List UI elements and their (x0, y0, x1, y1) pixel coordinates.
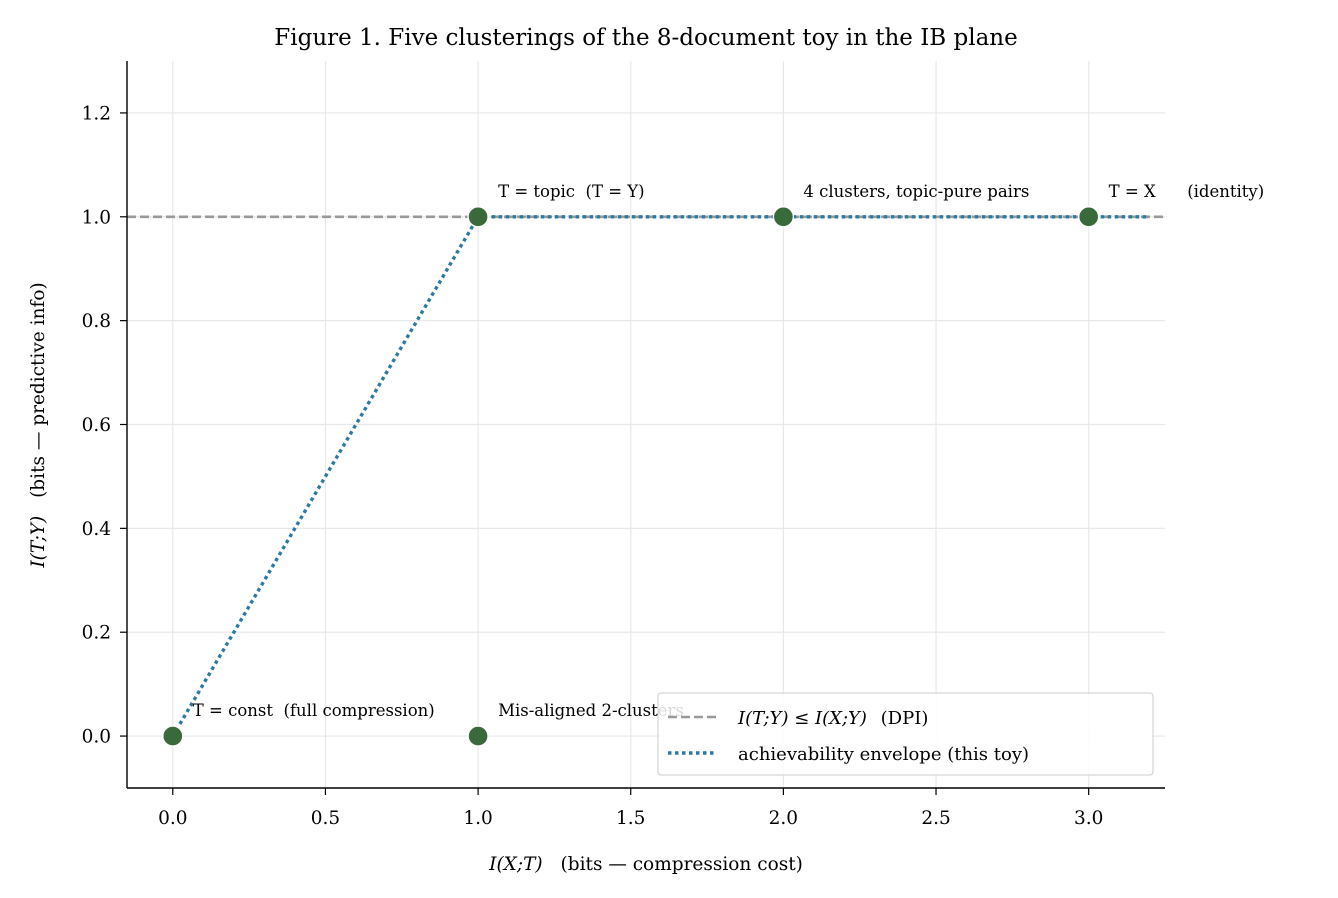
legend-dpi-text: (DPI) (881, 708, 929, 729)
x-tick-label: 0.0 (158, 808, 187, 829)
grid-lines (127, 61, 1165, 788)
data-point (162, 725, 184, 747)
point-label: T = topic (T = Y) (498, 182, 645, 201)
envelope-layer (171, 215, 1150, 737)
x-axis-label-text: (bits — compression cost) (561, 854, 803, 875)
data-point (467, 206, 489, 228)
legend: I(T;Y) ≤ I(X;Y) (DPI) achievability enve… (657, 692, 1154, 776)
legend-dpi-math: I(T;Y) ≤ I(X;Y) (737, 708, 867, 729)
data-point (772, 206, 795, 228)
y-tick-label: 0.2 (82, 623, 111, 644)
x-tick-label: 3.0 (1074, 808, 1103, 829)
point-label: T = X (identity) (1109, 182, 1265, 201)
point-label: Mis-aligned 2-clusters (498, 701, 684, 720)
y-tick-label: 0.6 (82, 415, 111, 436)
point-label: T = const (full compression) (193, 701, 435, 720)
x-tick-label: 2.0 (769, 808, 798, 829)
data-point (1077, 206, 1100, 228)
x-tick-label: 1.5 (616, 808, 645, 829)
x-tick-label: 0.5 (311, 808, 340, 829)
chart-title: Figure 1. Five clusterings of the 8-docu… (274, 25, 1017, 51)
data-point (467, 725, 489, 747)
y-tick-label: 1.0 (82, 207, 111, 228)
legend-frame (657, 692, 1154, 776)
envelope-line (171, 215, 1150, 737)
axes: 0.0 0.5 1.0 1.5 2.0 2.5 3.0 0.0 0.2 0.4 0.6 0.8 1.0 1… (82, 61, 1165, 829)
y-tick-label: 0.8 (82, 311, 111, 332)
y-axis-label: I(T;Y) (bits — predictive info) (28, 282, 49, 568)
x-axis-label-math: I(X;T) (488, 854, 543, 875)
y-tick-label: 0.4 (82, 519, 111, 540)
point-labels: T = const (full compression) Mis-aligned … (193, 182, 1264, 720)
legend-envelope-label: achievability envelope (this toy) (738, 744, 1029, 765)
data-points (162, 206, 1100, 747)
point-label: 4 clusters, topic-pure pairs (803, 182, 1029, 201)
x-axis-label: I(X;T) (bits — compression cost) (488, 854, 803, 875)
x-tick-label: 1.0 (463, 808, 492, 829)
legend-dpi-label: I(T;Y) ≤ I(X;Y) (DPI) (737, 708, 928, 729)
y-axis-label-text: (bits — predictive info) (28, 282, 49, 498)
y-tick-label: 0.0 (82, 727, 111, 748)
y-tick-label: 1.2 (82, 103, 111, 124)
y-axis-label-math: I(T;Y) (28, 516, 49, 569)
x-tick-label: 2.5 (921, 808, 950, 829)
